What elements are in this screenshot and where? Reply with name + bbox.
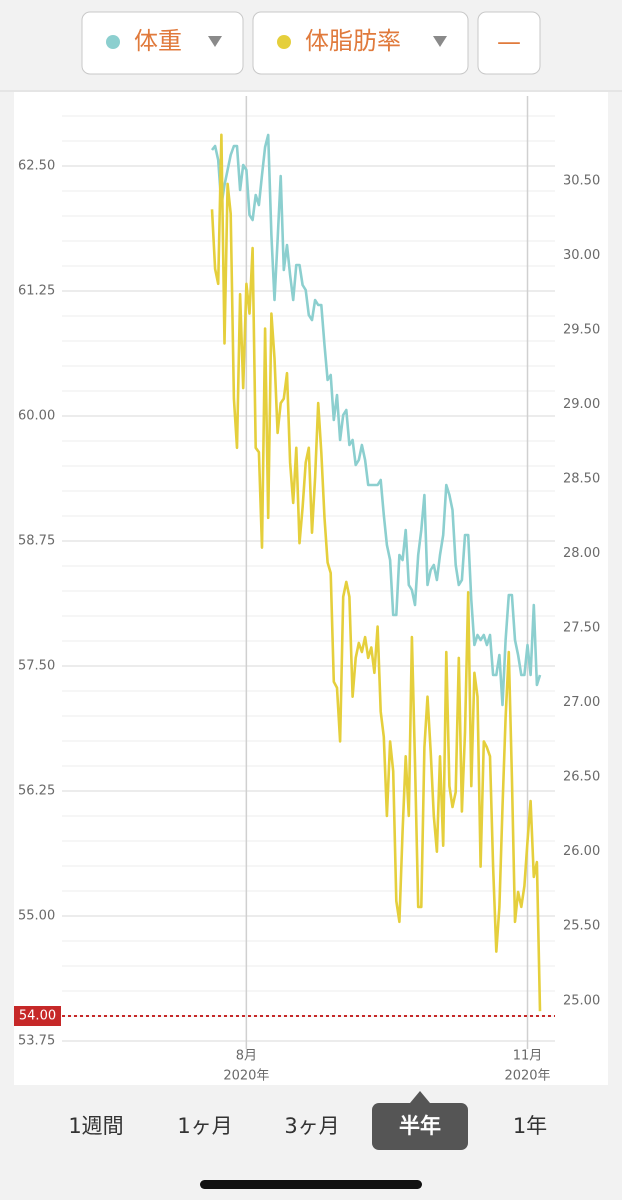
y2-tick-label: 25.00 <box>563 993 600 1008</box>
dropdown-arrow <box>208 36 222 47</box>
series-line <box>210 133 542 1012</box>
y-tick-label: 61.25 <box>18 284 55 299</box>
y-tick-label: 57.50 <box>18 659 55 674</box>
target-label-box <box>14 1006 61 1026</box>
y2-tick-label: 30.50 <box>563 173 600 188</box>
y2-tick-label: 28.50 <box>563 472 600 487</box>
fat-button[interactable]: 体脂肪率 <box>252 11 469 75</box>
y-tick-label: 53.75 <box>18 1034 55 1049</box>
y2-tick-label: 28.00 <box>563 546 600 561</box>
series-dot <box>106 35 120 49</box>
x-sublabel: 2020年 <box>223 1069 269 1084</box>
chart-panel <box>14 92 608 1085</box>
y2-tick-label: 27.50 <box>563 621 600 636</box>
y2-tick-label: 27.00 <box>563 695 600 710</box>
y-tick-label: 55.00 <box>18 909 55 924</box>
y2-tick-label: 26.00 <box>563 844 600 859</box>
tab-label[interactable]: 半年 <box>399 1114 441 1138</box>
weight-button[interactable]: 体重 <box>81 11 244 75</box>
clear-button[interactable]: — <box>477 11 541 75</box>
y-tick-label: 62.50 <box>18 159 55 174</box>
button-label[interactable]: 体脂肪率 <box>305 27 401 55</box>
x-sublabel: 2020年 <box>504 1069 550 1084</box>
target-label: 54.00 <box>19 1009 56 1024</box>
tab-label[interactable]: 1年 <box>513 1114 547 1138</box>
button-frame[interactable] <box>252 11 469 75</box>
button-frame[interactable] <box>477 11 541 75</box>
button-label[interactable]: — <box>497 28 521 56</box>
y-tick-label: 60.00 <box>18 409 55 424</box>
period-tabs: 1週間 1ヶ月 3ヶ月 半年 1年 <box>68 1103 547 1150</box>
home-indicator <box>200 1180 422 1189</box>
x-tick-label: 8月 <box>236 1049 257 1064</box>
button-frame[interactable] <box>81 11 244 75</box>
tab-label[interactable]: 1週間 <box>68 1114 123 1138</box>
selected-tab-bg[interactable] <box>372 1103 468 1150</box>
tab-label[interactable]: 3ヶ月 <box>284 1114 339 1138</box>
x-tick-label: 11月 <box>513 1049 543 1064</box>
y2-tick-label: 29.00 <box>563 397 600 412</box>
chart: 53.75 55.00 56.25 57.50 58.75 60.00 61.25 62.50… <box>14 96 600 1084</box>
series-line <box>210 133 542 707</box>
tab-label[interactable]: 1ヶ月 <box>177 1114 232 1138</box>
y2-tick-label: 25.50 <box>563 919 600 934</box>
y-tick-label: 58.75 <box>18 534 55 549</box>
y2-tick-label: 29.50 <box>563 323 600 338</box>
series-dot <box>277 35 291 49</box>
dropdown-arrow <box>433 36 447 47</box>
tab-pointer <box>410 1091 430 1103</box>
y2-tick-label: 26.50 <box>563 770 600 785</box>
button-label[interactable]: 体重 <box>134 27 182 55</box>
y2-tick-label: 30.00 <box>563 248 600 263</box>
y-tick-label: 56.25 <box>18 784 55 799</box>
